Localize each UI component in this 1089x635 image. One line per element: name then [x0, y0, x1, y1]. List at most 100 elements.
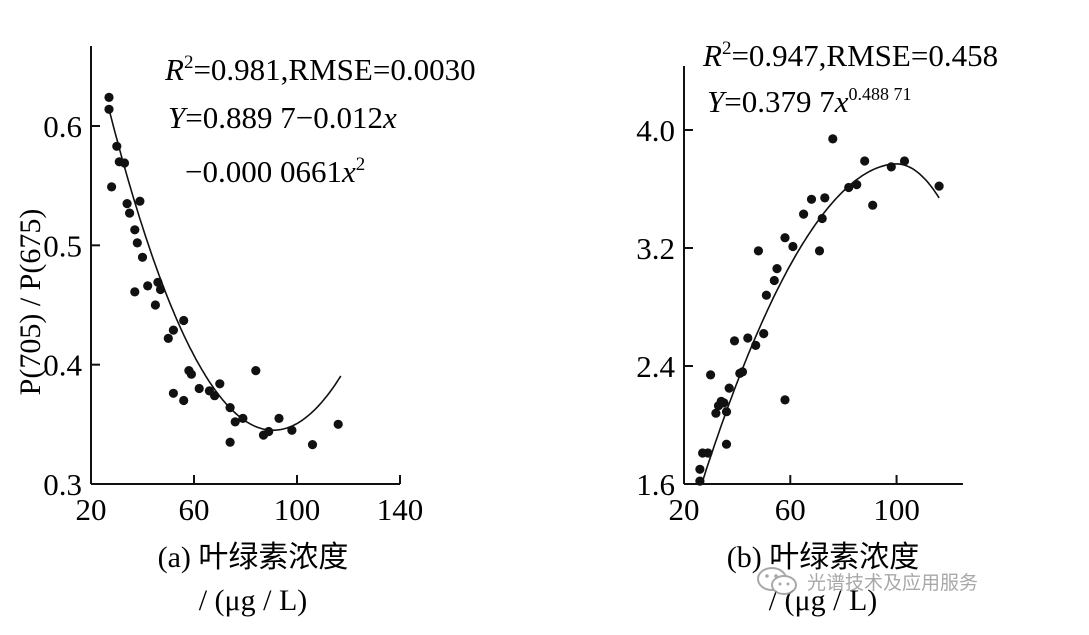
- panel-a-xtick-label: 140: [377, 492, 424, 527]
- panel-b-r2-r: R: [702, 38, 722, 73]
- panel-b-equation: Y=0.379 7x0.488 71: [707, 84, 912, 119]
- panel-b-data-point: [780, 395, 790, 405]
- watermark: 光谱技术及应用服务: [755, 565, 978, 597]
- panel-a-xtick-label: 20: [76, 492, 107, 527]
- panel-a-eq-line2: −0.000 0661: [185, 154, 342, 189]
- panel-b-data-point: [814, 246, 825, 256]
- panel-b-chart: 1.62.43.24.020 60 100 (b) 叶绿素浓度 / (μg / L)…: [636, 38, 998, 617]
- panel-a-data-point: [225, 437, 235, 447]
- panel-b-data-point: [852, 180, 862, 190]
- panel-b-eq-sup: 0.488 71: [849, 84, 912, 104]
- panel-b-data-point: [737, 367, 748, 377]
- panel-b-fit-curve: [701, 163, 940, 482]
- panel-a-data-point: [104, 104, 114, 114]
- panel-a-data-point: [130, 225, 140, 235]
- panel-b-data-point: [711, 408, 721, 418]
- panel-a-data-point: [135, 196, 145, 206]
- panel-a-data-point: [251, 366, 261, 376]
- watermark-text: 光谱技术及应用服务: [807, 571, 979, 594]
- panel-a-eq-x: x: [382, 100, 397, 135]
- panel-a-eq-y: Y: [168, 100, 188, 135]
- panel-a-data-point: [230, 417, 240, 427]
- panel-a-data-point: [179, 315, 189, 326]
- panel-b-data-point: [806, 194, 817, 204]
- panel-a-data-point: [150, 300, 160, 310]
- panel-a-ytick-label: 0.5: [43, 228, 82, 263]
- panel-b-ytick-label: 4.0: [636, 113, 675, 148]
- panel-a-data-point: [215, 379, 225, 389]
- panel-b-data-point: [860, 156, 870, 166]
- panel-a-data-point: [264, 426, 274, 437]
- panel-b-data-point: [743, 333, 753, 343]
- panel-b-data-point: [868, 200, 878, 210]
- panel-a-r2-sup: 2: [184, 52, 194, 73]
- panel-a-data-point: [307, 440, 318, 450]
- panel-b-data-point: [753, 246, 764, 256]
- panel-a-xlabel-line1: (a) 叶绿素浓度: [158, 541, 349, 574]
- panel-b-eq-y: Y: [707, 84, 727, 119]
- panel-a-data-point: [137, 252, 148, 262]
- panel-b-data-point: [817, 213, 827, 224]
- panel-b-data-point: [828, 134, 838, 144]
- panel-b-xtick-label: 60: [775, 492, 806, 527]
- panel-b-r2-rest: =0.947,RMSE=0.458: [731, 38, 998, 73]
- panel-b-ytick-label: 2.4: [636, 349, 675, 384]
- panel-b-data-point: [788, 241, 798, 252]
- panel-a-data-point: [143, 281, 153, 291]
- panel-b-data-point: [820, 193, 830, 203]
- panel-a-data-point: [225, 403, 235, 413]
- panel-b-data-point: [759, 329, 769, 339]
- panel-a-eq-sup2: 2: [356, 154, 366, 175]
- panel-b-data-point: [721, 439, 732, 449]
- panel-b-ytick-label: 1.6: [636, 467, 675, 502]
- panel-a-equation-line1: Y=0.889 7−0.012x: [168, 100, 397, 135]
- panel-a-xtick-label: 100: [274, 492, 321, 527]
- panel-a-data-point: [287, 425, 297, 435]
- panel-b-data-point: [899, 156, 910, 166]
- panel-a-data-point: [238, 413, 248, 423]
- panel-b-data-point: [719, 398, 729, 408]
- panel-a-chart: 0.3 0.4 0.5 0.6 20 60 100 140 P(705) / P(675) (…: [14, 46, 476, 617]
- panel-b-data-point: [751, 340, 761, 350]
- panel-a-equation-line2: −0.000 0661x2: [185, 154, 365, 189]
- panel-b-r2-sup: 2: [722, 38, 732, 59]
- panel-b-data-point: [769, 275, 779, 286]
- panel-a-eq-x2: x: [341, 154, 356, 189]
- panel-a-ylabel: P(705) / P(675): [14, 209, 47, 396]
- panel-a-r2-r: R: [164, 52, 184, 87]
- panel-a-data-point: [107, 182, 117, 192]
- panel-a-xlabel-line2: / (μg / L): [199, 584, 308, 617]
- panel-b-data-point: [721, 407, 732, 417]
- panel-a-data-point: [186, 369, 196, 379]
- panel-a-data-point: [210, 391, 220, 401]
- panel-a-data-point: [119, 158, 130, 168]
- panel-a-ytick-label: 0.6: [43, 109, 82, 144]
- panel-a-data-point: [125, 208, 135, 218]
- panel-b-xlabel-line1: (b) 叶绿素浓度: [727, 541, 919, 574]
- panel-a-r2-rest: =0.981,RMSE=0.0030: [193, 52, 475, 87]
- panel-a-ytick-label: 0.4: [43, 348, 82, 383]
- panel-b-data-point: [780, 233, 790, 243]
- panel-a-data-point: [153, 277, 163, 287]
- panel-b-eq-line1: =0.379 7: [724, 84, 834, 119]
- wechat-icon: [757, 567, 797, 595]
- panel-b-r2-annotation: R2=0.947,RMSE=0.458: [702, 38, 998, 73]
- panel-a-data-point: [168, 388, 178, 398]
- panel-a-data-point: [130, 287, 140, 297]
- panel-a-data-point: [274, 413, 284, 423]
- panel-b-data-point: [703, 448, 713, 458]
- panel-a-eq-line1: =0.889 7−0.012: [185, 100, 383, 135]
- panel-a-r2-annotation: R2=0.981,RMSE=0.0030: [164, 52, 476, 87]
- panel-a-data-point: [132, 238, 142, 248]
- panel-a-data-point: [168, 325, 178, 335]
- panel-a-data-point: [155, 284, 166, 295]
- panel-a-data-point: [112, 141, 122, 151]
- panel-b-eq-x: x: [834, 84, 849, 119]
- panel-a-data-point: [163, 333, 173, 343]
- panel-b-data-point: [695, 476, 705, 486]
- panel-b-data-point: [695, 464, 705, 474]
- panel-b-data-point: [934, 181, 944, 191]
- panel-b-ytick-label: 3.2: [636, 231, 675, 266]
- panel-b-data-point: [799, 209, 809, 219]
